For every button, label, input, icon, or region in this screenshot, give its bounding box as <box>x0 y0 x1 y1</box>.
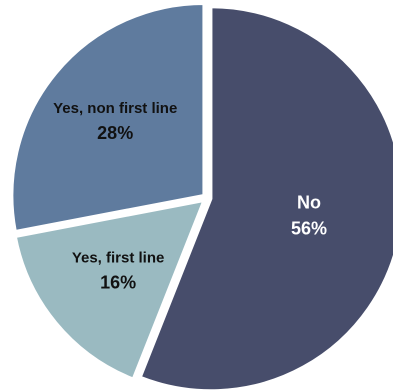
pie-slice-yes-non-first-line <box>10 1 206 234</box>
slice-value-label: 56% <box>291 219 327 239</box>
pie-slice-no <box>138 5 393 390</box>
slice-name-label: No <box>297 193 321 213</box>
slice-name-label: Yes, first line <box>72 250 165 267</box>
slice-value-label: 28% <box>97 123 133 143</box>
slice-value-label: 16% <box>100 273 136 293</box>
pie-labels: No 56% Yes, first line 16% Yes, non first li… <box>53 100 327 293</box>
slice-name-label: Yes, non first line <box>53 100 177 117</box>
pie-slice-yes-first-line <box>13 198 207 382</box>
pie-slices <box>10 1 393 390</box>
